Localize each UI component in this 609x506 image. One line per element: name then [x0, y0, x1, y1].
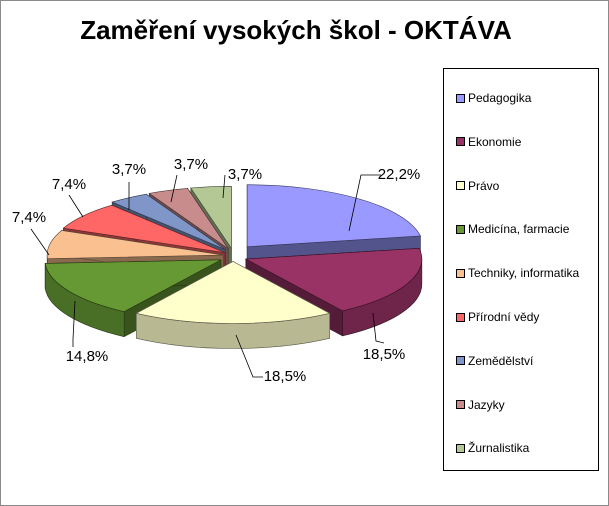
legend-label: Přírodní vědy [468, 310, 540, 324]
leader-line-jazyky [170, 174, 178, 203]
leader-line-techniky-informatika [30, 228, 50, 256]
leader-line-ekonomie [372, 312, 385, 344]
legend-swatch [456, 312, 465, 322]
legend-label: Zemědělství [468, 353, 534, 368]
data-label-prirodni-vedy: 7,4% [52, 176, 86, 193]
legend-label: Ekonomie [468, 134, 522, 149]
legend-label: Právo [468, 178, 500, 193]
data-label-pedagogika: 22,2% [378, 166, 421, 183]
legend-swatch [456, 268, 465, 278]
data-label-ekonomie: 18,5% [363, 346, 406, 363]
data-label-pravo: 18,5% [264, 368, 307, 385]
legend-label: Techniky, informatika [468, 266, 580, 281]
legend-item-jazyky: Jazyky [456, 398, 505, 412]
legend-swatch [456, 93, 465, 103]
data-label-zurnalistika: 3,7% [228, 166, 262, 183]
legend-swatch [456, 137, 465, 147]
legend-label: Žurnalistika [468, 441, 530, 456]
pie-slice-pravo [135, 260, 331, 349]
legend-swatch [456, 356, 465, 366]
legend-item-pedagogika: Pedagogika [456, 91, 531, 105]
leader-line-pedagogika [348, 174, 381, 232]
legend-item-pravo: Právo [456, 179, 499, 193]
legend-label: Medicína, farmacie [468, 222, 570, 237]
legend: Pedagogika Ekonomie Právo Medicína, farmaci… [443, 68, 599, 471]
pie-plot: 22,2% 18,5% 18,5% 14,8% 7,4% 7,4% 3,7% 3,7% 3,7% [12, 156, 423, 385]
data-label-techniky-informatika: 7,4% [12, 209, 46, 226]
legend-label: Pedagogika [468, 91, 532, 105]
legend-item-zemedelstvi: Zemědělství [456, 354, 533, 368]
legend-swatch [456, 400, 465, 410]
legend-item-zurnalistika: Žurnalistika [456, 441, 529, 455]
leader-line-medicina-farmacie [72, 300, 76, 347]
leader-line-prirodni-vedy [68, 194, 84, 218]
legend-item-prirodni-vedy: Přírodní vědy [456, 310, 539, 324]
legend-label: Jazyky [468, 397, 505, 412]
data-label-zemedelstvi: 3,7% [112, 161, 146, 178]
leader-line-zurnalistika [222, 174, 226, 199]
legend-item-ekonomie: Ekonomie [456, 135, 521, 149]
data-label-jazyky: 3,7% [174, 156, 208, 173]
leader-line-pravo [235, 334, 263, 378]
chart-title: Zaměření vysokých škol - OKTÁVA [80, 15, 512, 45]
legend-swatch [456, 443, 465, 453]
legend-item-techniky-informatika: Techniky, informatika [456, 266, 579, 280]
legend-swatch [456, 181, 465, 191]
legend-swatch [456, 224, 465, 234]
data-label-medicina-farmacie: 14,8% [66, 348, 109, 365]
legend-item-medicina-farmacie: Medicína, farmacie [456, 222, 569, 236]
